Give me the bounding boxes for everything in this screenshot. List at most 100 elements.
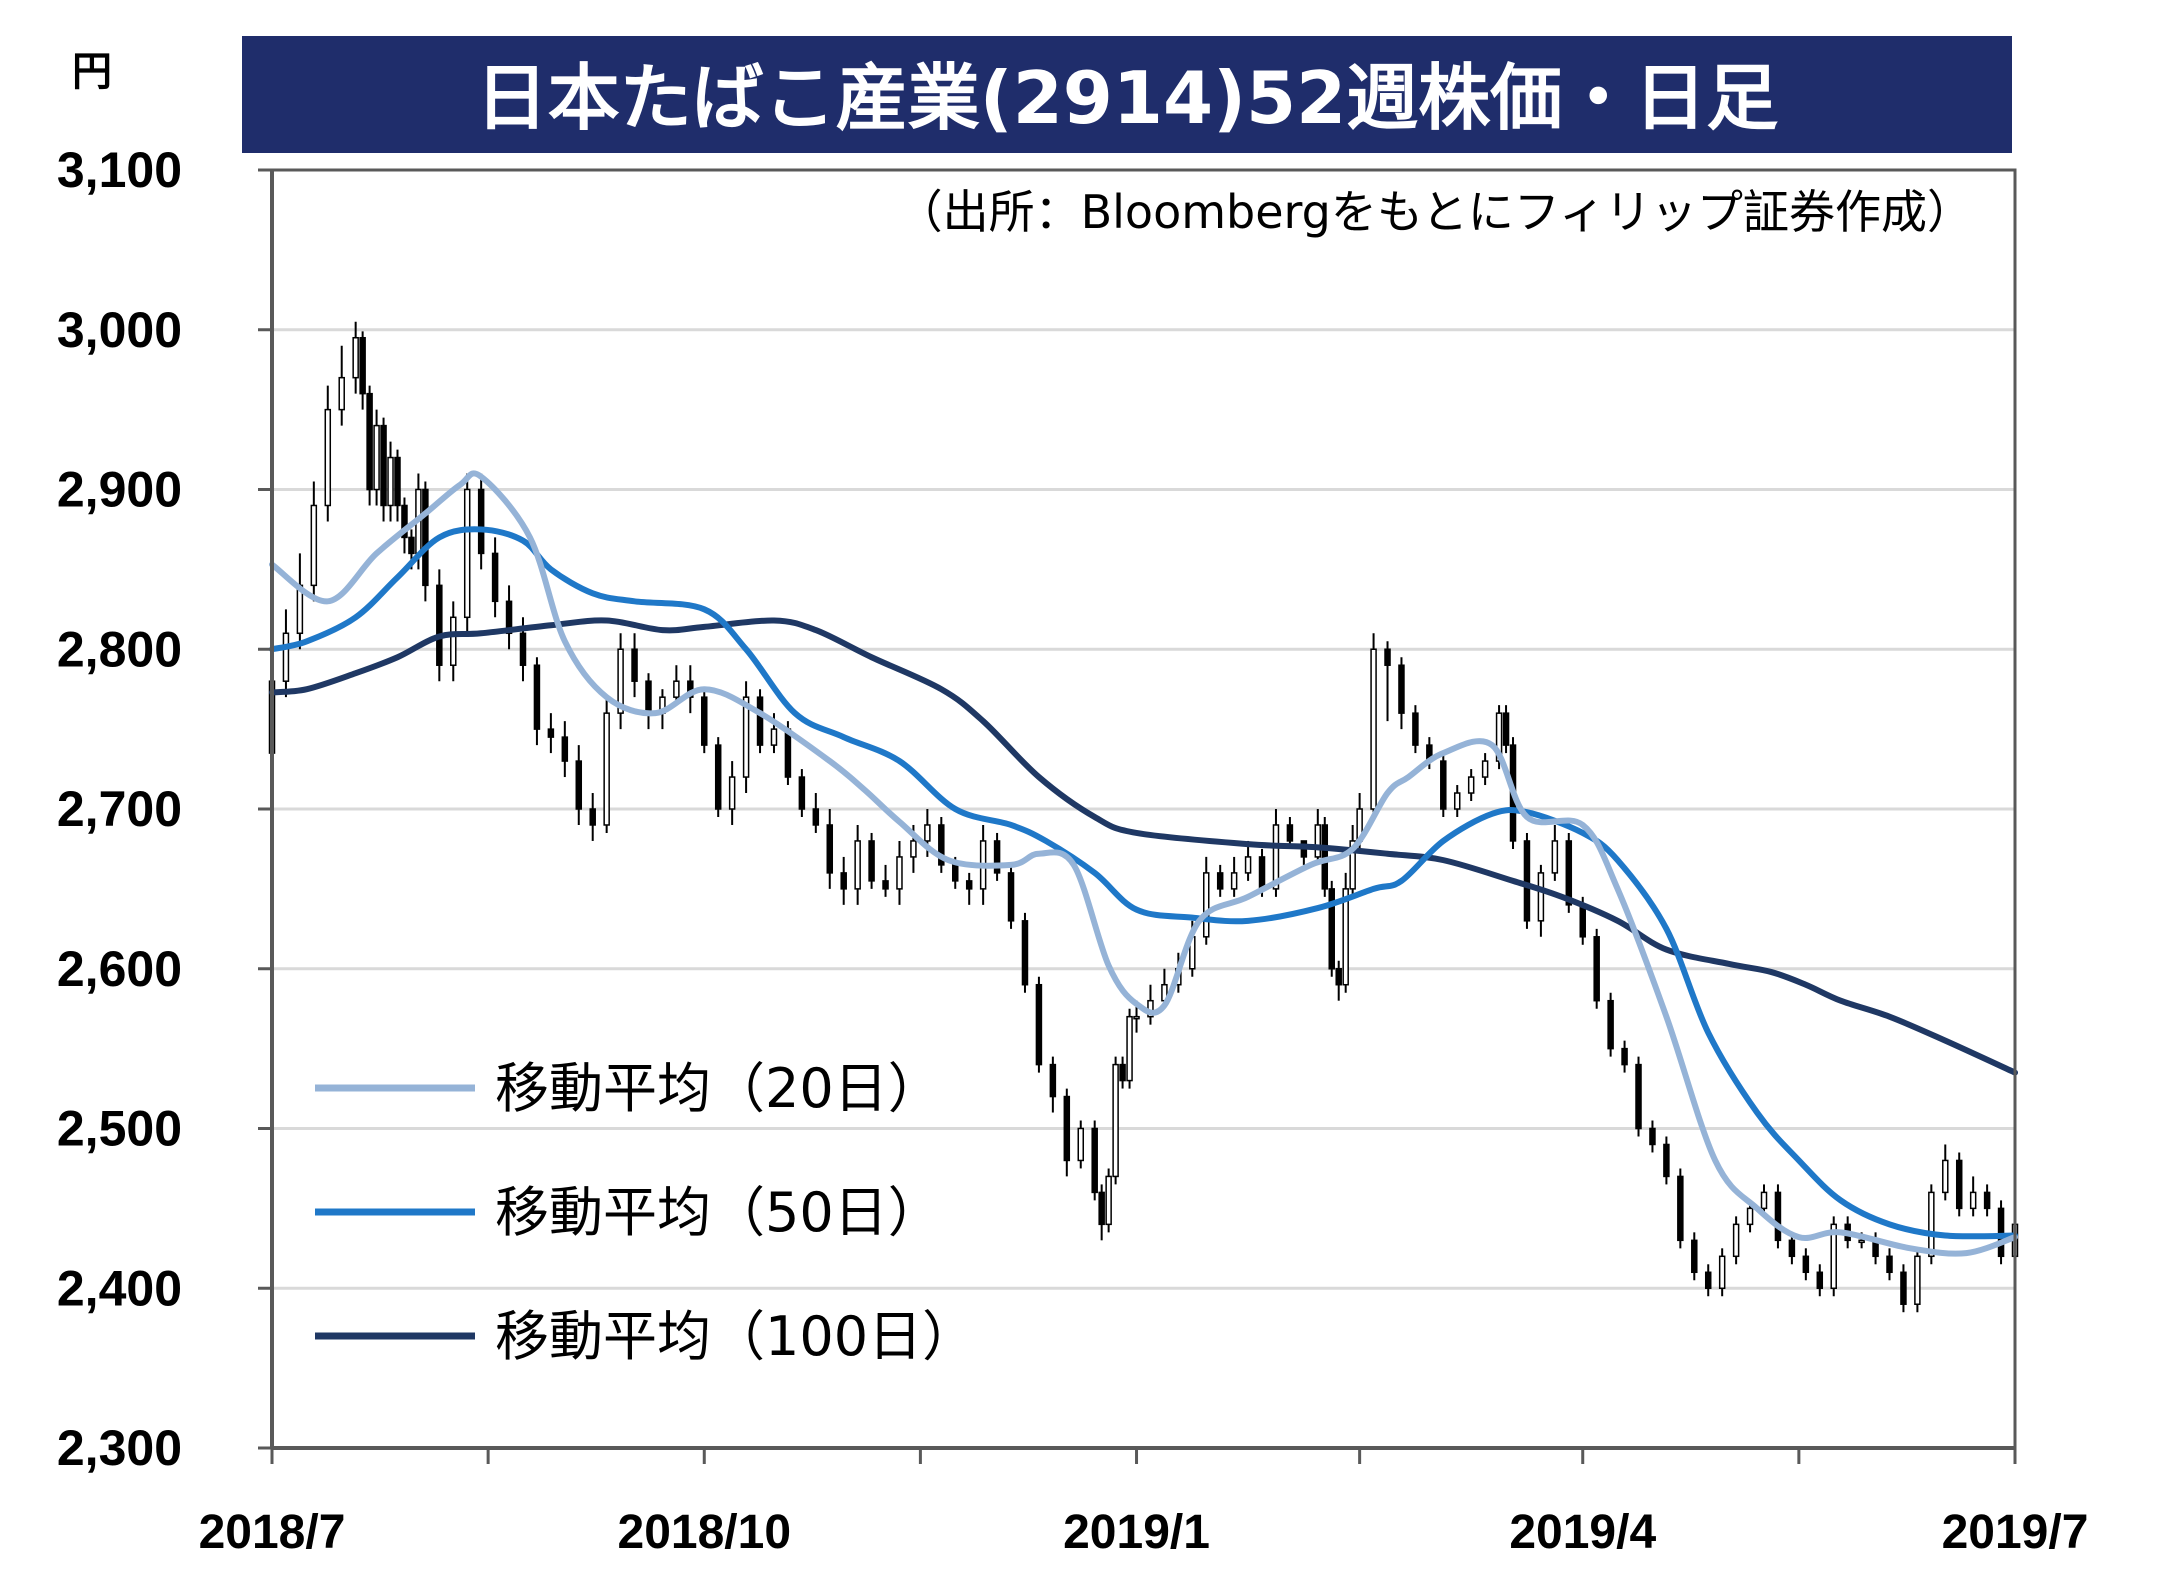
candle-53 (938, 816, 945, 873)
candle-49 (882, 864, 889, 897)
candle-18 (450, 601, 457, 682)
candle-45 (826, 809, 834, 889)
candle-21 (491, 537, 499, 618)
legend-label-ma50: 移動平均（50日） (495, 1181, 942, 1244)
candle-122 (1802, 1248, 1810, 1281)
candle-98 (1481, 753, 1489, 786)
candle-61 (1049, 1056, 1057, 1113)
candle-58 (1007, 864, 1015, 929)
y-tick-label-2: 2,500 (57, 1101, 182, 1157)
axes (258, 168, 2017, 1464)
candle-28 (589, 793, 596, 841)
legend: 移動平均（20日） 移動平均（50日） 移動平均（100日） (315, 1057, 976, 1368)
candle-96 (1453, 785, 1461, 817)
candle-88 (1349, 824, 1356, 897)
candle-108 (1607, 992, 1614, 1057)
candle-3 (310, 481, 318, 602)
legend-label-ma100: 移動平均（100日） (495, 1305, 976, 1368)
candle-16 (422, 481, 429, 602)
candle-44 (812, 793, 820, 833)
candle-93 (1412, 705, 1419, 754)
candle-103 (1537, 864, 1545, 937)
candle-112 (1663, 1136, 1670, 1185)
y-tick-label-7: 3,000 (57, 302, 182, 358)
candle-90 (1370, 633, 1377, 817)
candle-77 (1230, 856, 1238, 897)
candle-76 (1216, 864, 1224, 897)
source-note: （出所：Bloombergをもとにフィリップ証券作成） (897, 185, 1973, 239)
candle-48 (868, 832, 875, 889)
series-line-ma20 (269, 470, 2018, 1257)
candle-30 (617, 633, 624, 730)
y-tick-labels: 2,300 2,400 2,500 2,600 2,700 2,800 2,900 3,000… (57, 142, 182, 1476)
candle-113 (1677, 1168, 1684, 1249)
candle-129 (1900, 1264, 1907, 1313)
candle-29 (603, 697, 610, 833)
moving-averages (269, 470, 2018, 1257)
candle-59 (1021, 912, 1029, 993)
candle-55 (965, 872, 973, 905)
candle-38 (728, 761, 736, 825)
candle-114 (1691, 1232, 1698, 1281)
legend-label-ma20: 移動平均（20日） (495, 1057, 942, 1120)
candle-67 (1112, 1056, 1119, 1185)
x-tick-label-3: 2019/4 (1509, 1506, 1656, 1559)
candle-11 (387, 441, 394, 522)
candle-115 (1704, 1264, 1712, 1297)
candle-7 (359, 331, 366, 410)
candle-6 (352, 321, 359, 394)
candle-12 (394, 449, 401, 522)
candle-34 (673, 665, 680, 706)
chart-title: 日本たばこ産業(2914)52週株価・日足 (476, 56, 1778, 140)
x-tick-labels: 2018/7 2018/10 2019/1 2019/4 2019/7 (199, 1506, 2089, 1559)
title-bar (242, 36, 2012, 153)
candle-120 (1774, 1184, 1782, 1249)
candle-86 (1335, 960, 1342, 1001)
candle-50 (896, 840, 903, 905)
candle-64 (1091, 1120, 1098, 1201)
y-unit-label: 円 (72, 49, 112, 95)
y-tick-label-8: 3,100 (57, 142, 182, 198)
candle-117 (1732, 1216, 1740, 1265)
candle-92 (1398, 657, 1405, 730)
candle-123 (1816, 1264, 1824, 1297)
candle-39 (742, 681, 750, 794)
candle-100 (1502, 705, 1510, 754)
candle-104 (1551, 824, 1559, 881)
x-tick-label-4: 2019/7 (1942, 1506, 2089, 1559)
candle-78 (1244, 840, 1252, 881)
candle-134 (1969, 1176, 1977, 1217)
candle-43 (798, 769, 806, 817)
candle-97 (1467, 769, 1475, 802)
y-tick-label-3: 2,600 (57, 941, 182, 997)
x-tick-label-1: 2018/10 (618, 1506, 792, 1559)
candle-62 (1063, 1088, 1071, 1177)
candle-116 (1718, 1248, 1726, 1297)
candle-85 (1328, 880, 1335, 977)
candle-40 (756, 689, 764, 754)
candle-37 (714, 737, 722, 817)
y-tick-label-5: 2,800 (57, 621, 182, 677)
candle-47 (854, 824, 861, 905)
candle-111 (1649, 1120, 1656, 1153)
x-tick-label-2: 2019/1 (1063, 1506, 1210, 1559)
candle-95 (1440, 753, 1447, 817)
candle-66 (1105, 1168, 1112, 1233)
candle-31 (631, 633, 638, 698)
candle-25 (547, 713, 555, 754)
y-tick-label-6: 2,900 (57, 462, 182, 518)
x-tick-label-0: 2018/7 (199, 1506, 346, 1559)
candle-20 (477, 473, 485, 570)
candle-133 (1955, 1152, 1963, 1217)
candle-26 (561, 721, 569, 778)
candle-57 (993, 832, 1001, 881)
candle-10 (380, 417, 387, 522)
candle-24 (533, 657, 541, 746)
candle-124 (1830, 1216, 1837, 1297)
candle-110 (1635, 1056, 1642, 1137)
candle-107 (1593, 928, 1600, 1009)
candle-19 (463, 473, 471, 634)
candle-102 (1523, 832, 1531, 929)
series-line-ma100 (269, 617, 2018, 1076)
